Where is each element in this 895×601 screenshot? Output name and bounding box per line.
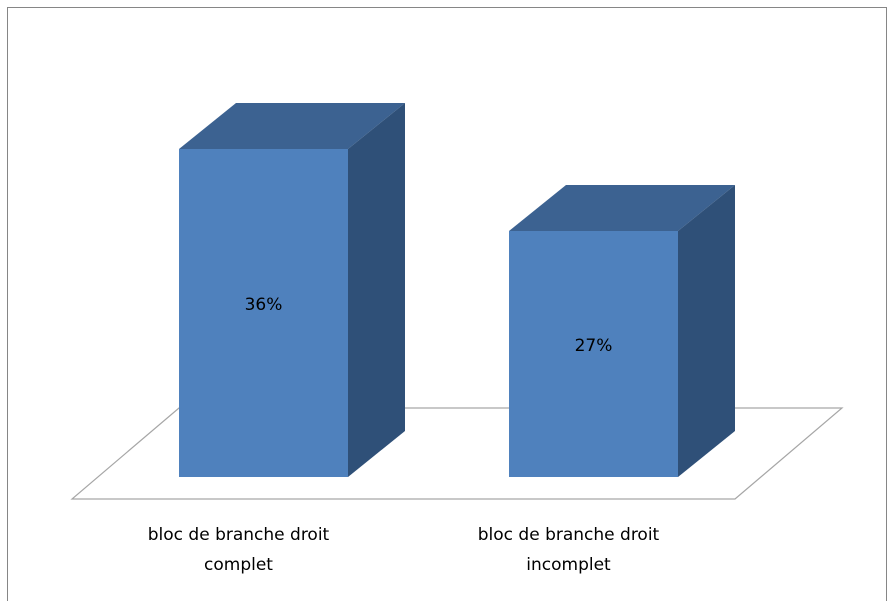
- bar-side: [678, 185, 735, 477]
- bar-top: [179, 103, 405, 149]
- x-tick-label: bloc de branche droit incomplet: [477, 525, 660, 575]
- bar: [509, 231, 678, 477]
- x-tick-label: bloc de branche droit complet: [147, 525, 330, 575]
- data-label: 36%: [245, 295, 283, 315]
- data-label: 27%: [575, 336, 613, 356]
- bar-side: [348, 103, 405, 477]
- bar: [179, 149, 348, 477]
- chart-frame: [7, 7, 887, 601]
- bar-top: [509, 185, 735, 231]
